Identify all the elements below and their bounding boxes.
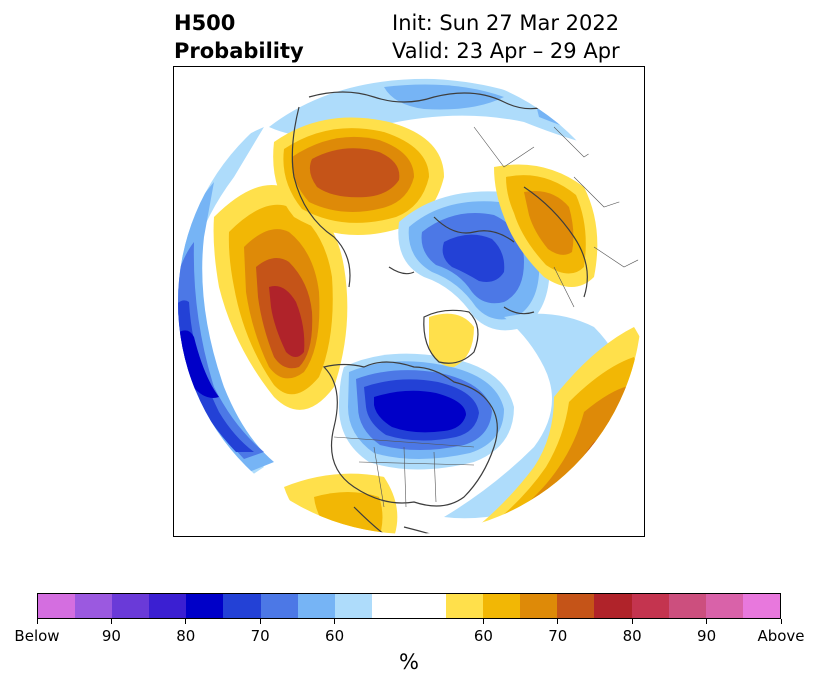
colorbar-cell	[38, 594, 76, 618]
colorbar-cell	[557, 594, 595, 618]
colorbar-unit: %	[399, 650, 419, 674]
colorbar-tick	[36, 619, 38, 624]
colorbar-cell	[631, 594, 669, 618]
colorbar-tick	[334, 619, 336, 624]
colorbar-tick-label: 90	[101, 627, 121, 645]
field-name: H500	[174, 11, 236, 35]
colorbar-cell	[297, 594, 335, 618]
colorbar-cell	[371, 594, 409, 618]
map-canvas	[178, 70, 642, 534]
colorbar-cell	[223, 594, 261, 618]
arctic-below-4	[442, 234, 505, 282]
colorbar-cell	[75, 594, 113, 618]
colorbar-cell	[594, 594, 632, 618]
siberia-below-2	[384, 84, 504, 110]
colorbar-cell	[334, 594, 372, 618]
atlantic-above-3	[504, 385, 635, 522]
init-date: Init: Sun 27 Mar 2022	[392, 11, 620, 35]
anomaly-fields	[178, 70, 642, 534]
colorbar-cell	[260, 594, 298, 618]
colorbar-cell	[705, 594, 743, 618]
europe-above-3	[524, 191, 574, 255]
coastlines	[291, 91, 588, 534]
colorbar-tick	[185, 619, 187, 624]
colorbar-cell	[186, 594, 224, 618]
greenland-above	[429, 313, 474, 367]
pacific-below-2	[178, 182, 274, 472]
borders	[333, 126, 642, 508]
chart-title: H500 Probability	[174, 9, 304, 65]
alaska-above-5	[269, 286, 305, 357]
colorbar-tick-label: 70	[250, 627, 270, 645]
valid-range: Valid: 23 Apr – 29 Apr	[392, 39, 620, 63]
colorbar-cell	[112, 594, 150, 618]
siberia-above-4	[309, 148, 400, 198]
colorbar-tick	[557, 619, 559, 624]
colorbar-cell	[742, 594, 780, 618]
colorbar-tick-label: 80	[176, 627, 196, 645]
colorbar	[37, 593, 781, 619]
colorbar-tick-label: Above	[757, 627, 805, 645]
colorbar-cell	[520, 594, 558, 618]
colorbar-cell	[483, 594, 521, 618]
colorbar-tick	[706, 619, 708, 624]
colorbar-cell	[408, 594, 447, 618]
forecast-dates: Init: Sun 27 Mar 2022 Valid: 23 Apr – 29…	[392, 9, 645, 65]
colorbar-tick-label: 70	[548, 627, 568, 645]
canada-below-5	[374, 390, 466, 433]
colorbar-tick	[631, 619, 633, 624]
colorbar-tick	[780, 619, 782, 624]
colorbar-cell	[446, 594, 484, 618]
colorbar-tick	[110, 619, 112, 624]
colorbar-tick-label: 80	[622, 627, 642, 645]
colorbar-tick-label: 60	[325, 627, 345, 645]
sw-us-above-2	[314, 492, 383, 534]
colorbar-tick	[259, 619, 261, 624]
colorbar-cell	[149, 594, 187, 618]
colorbar-tick	[482, 619, 484, 624]
colorbar-tick-label: 90	[697, 627, 717, 645]
colorbar-tick-label: Below	[14, 627, 60, 645]
colorbar-tick-label: 60	[473, 627, 493, 645]
probability-map	[173, 66, 645, 537]
product-name: Probability	[174, 39, 304, 63]
colorbar-cell	[668, 594, 706, 618]
